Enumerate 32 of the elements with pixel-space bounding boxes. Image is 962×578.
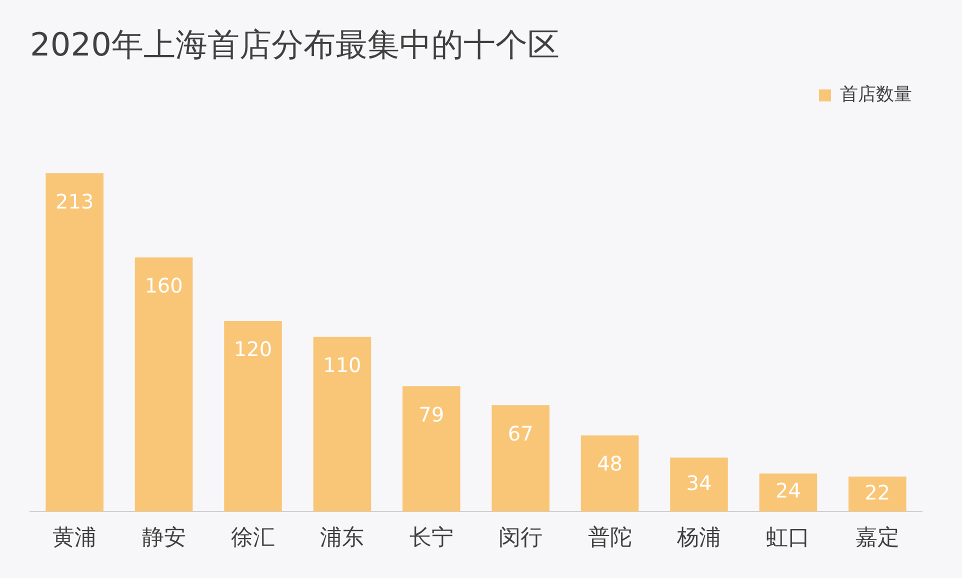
data-label: 34 <box>686 470 712 495</box>
data-label: 120 <box>234 337 272 362</box>
bar <box>134 257 193 512</box>
bar <box>670 458 728 512</box>
data-label: 48 <box>597 452 623 476</box>
x-tick-label: 虹口 <box>766 526 810 551</box>
data-label: 22 <box>864 480 890 504</box>
x-tick-label: 长宁 <box>409 526 454 551</box>
bar <box>313 336 372 512</box>
x-tick-label: 黄浦 <box>52 526 97 551</box>
data-label: 160 <box>144 274 183 298</box>
x-tick-label: 普陀 <box>588 526 632 551</box>
chart-title: 2020年上海首店分布最集中的十个区 <box>30 26 560 64</box>
x-tick-label: 嘉定 <box>855 526 900 551</box>
data-label: 79 <box>418 402 444 426</box>
data-label: 24 <box>775 478 801 503</box>
data-label: 213 <box>56 189 94 214</box>
bar <box>580 435 639 512</box>
x-tick-label: 浦东 <box>320 526 364 551</box>
bar <box>492 405 550 512</box>
data-label: 110 <box>323 353 362 378</box>
x-tick-label: 闵行 <box>498 526 543 551</box>
x-tick-label: 徐汇 <box>231 526 275 551</box>
bar <box>224 320 282 512</box>
bar <box>848 476 906 512</box>
x-tick-label: 静安 <box>142 526 186 551</box>
x-tick-label: 杨浦 <box>676 526 721 551</box>
data-label: 67 <box>508 421 534 446</box>
bar <box>402 386 460 512</box>
bar <box>46 173 104 512</box>
legend-label: 首店数量 <box>840 84 912 106</box>
bar <box>759 473 818 512</box>
